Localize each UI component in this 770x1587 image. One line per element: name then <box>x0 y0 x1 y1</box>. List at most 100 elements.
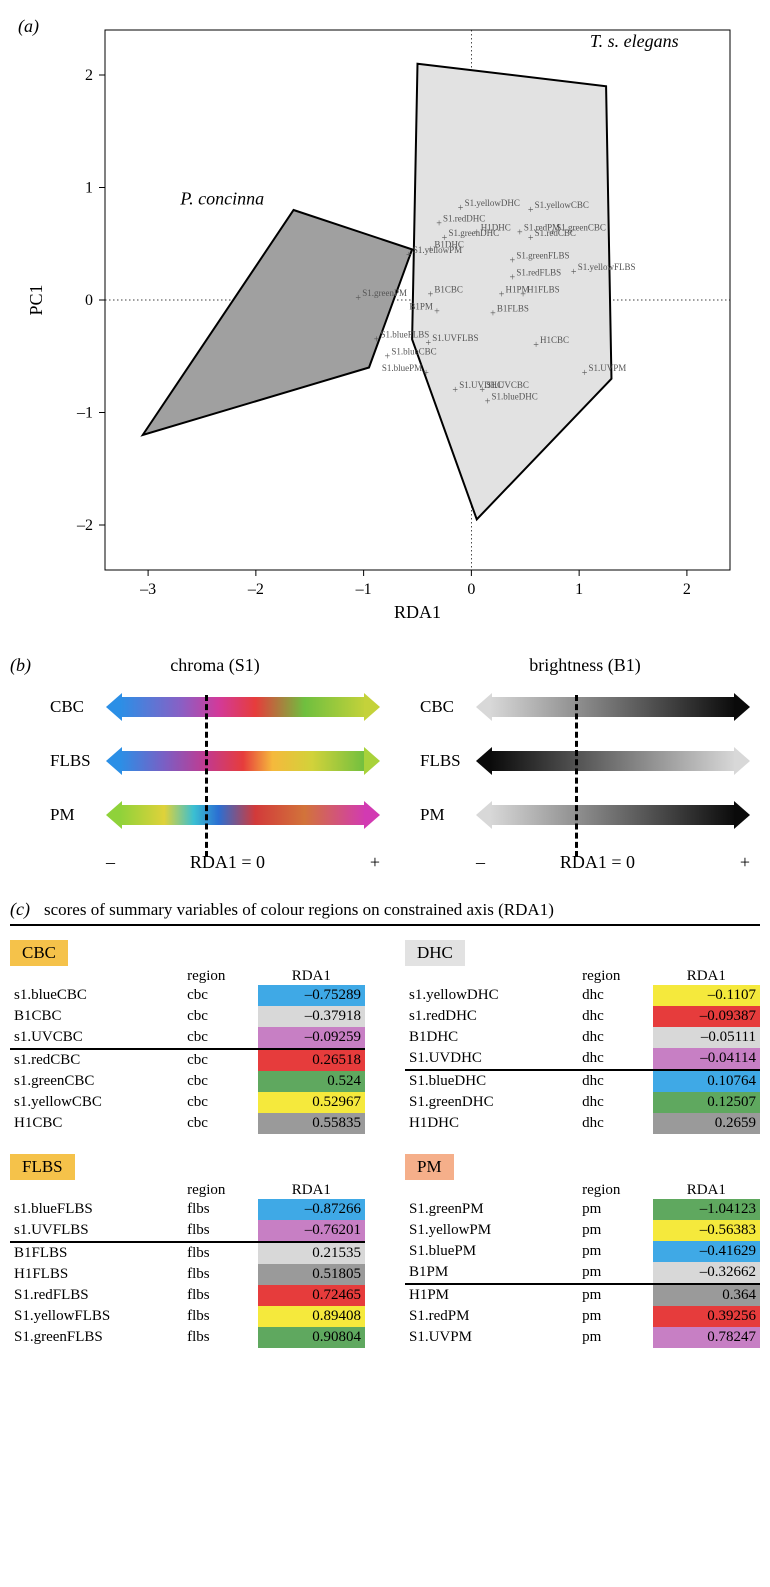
point-label: S1.UVFLBS <box>432 333 478 343</box>
brightness-label: CBC <box>420 697 476 717</box>
point-marker: + <box>385 351 391 362</box>
col-region: region <box>183 968 258 985</box>
chroma-title: chroma (S1) <box>50 655 380 676</box>
rda-cell: –0.56383 <box>653 1220 760 1241</box>
table-row: s1.UVFLBSflbs–0.76201 <box>10 1220 365 1242</box>
point-label: S1.redPM <box>524 223 560 233</box>
point-marker: + <box>436 219 442 230</box>
block-header: DHC <box>405 940 465 966</box>
table-row: S1.UVPMpm0.78247 <box>405 1327 760 1348</box>
region-cell: dhc <box>578 1092 653 1113</box>
arrow-head-right <box>734 801 750 829</box>
var-cell: S1.blueDHC <box>405 1070 578 1092</box>
chroma-row-flbs: FLBS <box>50 744 380 778</box>
point-marker: + <box>479 385 485 396</box>
point-label: S1.UVPM <box>589 363 627 373</box>
point-label: B1FLBS <box>497 304 529 314</box>
arrow-body <box>490 805 736 825</box>
var-cell: S1.yellowPM <box>405 1220 578 1241</box>
region-cell: flbs <box>183 1306 258 1327</box>
axis-minus: – <box>106 852 115 873</box>
rda-cell: 0.10764 <box>653 1070 760 1092</box>
table-row: B1DHCdhc–0.05111 <box>405 1027 760 1048</box>
region-cell: cbc <box>183 1027 258 1049</box>
point-marker: + <box>510 273 516 284</box>
axis-zero: RDA1 = 0 <box>190 852 265 873</box>
panel-c-title: scores of summary variables of colour re… <box>44 900 554 919</box>
arrow-head-right <box>364 801 380 829</box>
region-cell: pm <box>578 1327 653 1348</box>
col-rda: RDA1 <box>653 968 760 985</box>
col-rda: RDA1 <box>258 1182 365 1199</box>
point-marker: + <box>474 228 480 239</box>
var-cell: B1PM <box>405 1262 578 1284</box>
table-row: s1.UVCBCcbc–0.09259 <box>10 1027 365 1049</box>
chroma-label: CBC <box>50 697 106 717</box>
tables-grid: CBCregionRDA1s1.blueCBCcbc–0.75289B1CBCc… <box>10 940 760 1348</box>
region-cell: cbc <box>183 1006 258 1027</box>
point-marker: + <box>434 306 440 317</box>
brightness-arrow <box>476 801 750 829</box>
xtick: 1 <box>575 581 583 598</box>
region-cell: dhc <box>578 1048 653 1070</box>
rda-cell: 0.39256 <box>653 1306 760 1327</box>
panel-c-rule <box>10 924 760 926</box>
panel-a-label: (a) <box>18 16 39 37</box>
point-label: H1DHC <box>481 223 511 233</box>
table-row: s1.redCBCcbc0.26518 <box>10 1049 365 1071</box>
point-marker: + <box>582 368 588 379</box>
table-block-flbs: FLBSregionRDA1s1.blueFLBSflbs–0.87266s1.… <box>10 1154 365 1348</box>
point-label: B1CBC <box>434 284 463 294</box>
point-label: S1.bluePM <box>382 363 422 373</box>
var-cell: H1PM <box>405 1284 578 1306</box>
region-cell: pm <box>578 1241 653 1262</box>
rda-cell: –0.09387 <box>653 1006 760 1027</box>
axis-plus: + <box>370 852 380 873</box>
var-cell: s1.blueFLBS <box>10 1199 183 1220</box>
point-label: S1.UVCBC <box>486 380 529 390</box>
var-cell: s1.UVCBC <box>10 1027 183 1049</box>
region-cell: dhc <box>578 1027 653 1048</box>
rda-cell: –0.41629 <box>653 1241 760 1262</box>
table-header-row: regionRDA1 <box>405 968 760 985</box>
arrow-body <box>490 697 736 717</box>
table-block-cbc: CBCregionRDA1s1.blueCBCcbc–0.75289B1CBCc… <box>10 940 365 1134</box>
region-cell: pm <box>578 1306 653 1327</box>
region-cell: flbs <box>183 1327 258 1348</box>
var-cell: s1.blueCBC <box>10 985 183 1006</box>
axis-plus: + <box>740 852 750 873</box>
point-marker: + <box>571 267 577 278</box>
table-row: s1.blueCBCcbc–0.75289 <box>10 985 365 1006</box>
region-cell: dhc <box>578 1070 653 1092</box>
point-marker: + <box>528 233 534 244</box>
point-label: B1PM <box>409 301 433 311</box>
rda-cell: 0.78247 <box>653 1327 760 1348</box>
arrow-body <box>120 697 366 717</box>
region-cell: flbs <box>183 1285 258 1306</box>
ytick: 0 <box>85 292 93 309</box>
region-cell: dhc <box>578 1113 653 1134</box>
point-marker: + <box>520 289 526 300</box>
ytick: –1 <box>76 405 93 422</box>
table-row: s1.blueFLBSflbs–0.87266 <box>10 1199 365 1220</box>
point-label: S1.yellowCBC <box>535 200 589 210</box>
axis-zero: RDA1 = 0 <box>560 852 635 873</box>
arrow-body <box>490 751 736 771</box>
point-marker: + <box>458 203 464 214</box>
var-cell: S1.redFLBS <box>10 1285 183 1306</box>
point-marker: + <box>442 233 448 244</box>
rda-cell: –0.05111 <box>653 1027 760 1048</box>
region-cell: pm <box>578 1284 653 1306</box>
rda-cell: 0.51805 <box>258 1264 365 1285</box>
region-cell: flbs <box>183 1242 258 1264</box>
table-row: S1.redPMpm0.39256 <box>405 1306 760 1327</box>
brightness-label: FLBS <box>420 751 476 771</box>
var-cell: B1CBC <box>10 1006 183 1027</box>
point-marker: + <box>425 338 431 349</box>
rda-cell: 0.524 <box>258 1071 365 1092</box>
table-header-row: regionRDA1 <box>10 968 365 985</box>
table-row: S1.bluePMpm–0.41629 <box>405 1241 760 1262</box>
var-cell: S1.UVDHC <box>405 1048 578 1070</box>
point-marker: + <box>490 309 496 320</box>
brightness-row-cbc: CBC <box>420 690 750 724</box>
